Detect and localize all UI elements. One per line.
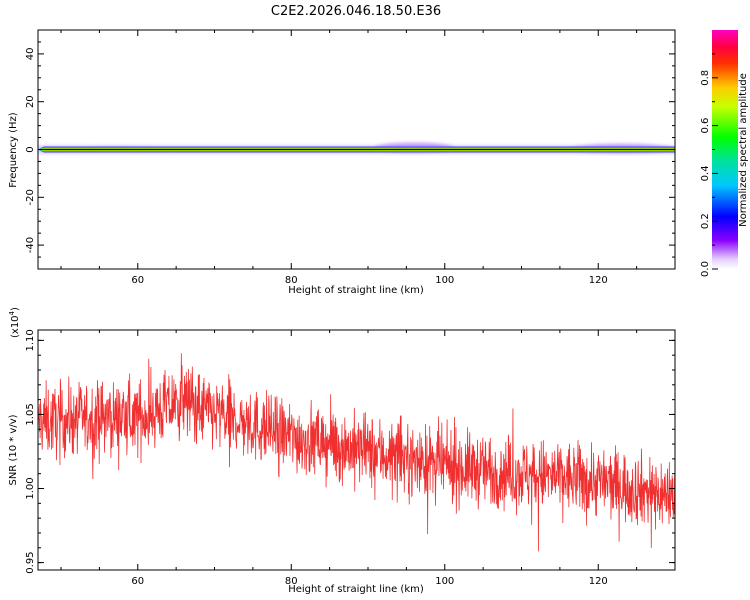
spectrogram-ytick-label: 20 xyxy=(25,95,36,108)
spectrogram-ticks: 60 80 100 120 -40 -20 0 20 40 xyxy=(25,29,676,286)
colorbar-label: Normalized spectral amplitude xyxy=(738,73,749,227)
figure-title: C2E2.2026.046.18.50.E36 xyxy=(271,4,441,19)
snr-ytick-label: 1.10 xyxy=(25,329,36,351)
snr-xtick-label: 100 xyxy=(435,576,454,587)
spectrogram-xtick-label: 100 xyxy=(435,275,454,286)
snr-series-line xyxy=(38,353,675,552)
snr-ytick-label: 0.95 xyxy=(25,551,36,573)
colorbar-tick-label: 0.0 xyxy=(700,261,711,277)
colorbar-tick-label: 0.4 xyxy=(700,165,711,181)
colorbar-tick-label: 0.8 xyxy=(700,70,711,86)
spectrogram-ytick-label: -40 xyxy=(25,237,36,253)
snr-ytick-label: 1.00 xyxy=(25,477,36,499)
snr-xtick-label: 60 xyxy=(131,576,144,587)
spectrogram-ylabel: Frequency (Hz) xyxy=(8,112,19,188)
colorbar: 0.0 0.2 0.4 0.6 0.8 Normalized spectral ampl… xyxy=(700,30,749,277)
spectrogram-ytick-label: 40 xyxy=(25,48,36,61)
snr-ytick-label: 1.05 xyxy=(25,403,36,425)
colorbar-ticks: 0.0 0.2 0.4 0.6 0.8 xyxy=(700,53,718,277)
snr-ylabel: SNR (10 * v/v) xyxy=(8,414,19,485)
snr-xlabel: Height of straight line (km) xyxy=(288,584,424,595)
snr-xtick-label: 120 xyxy=(589,576,608,587)
colorbar-tick-label: 0.2 xyxy=(700,213,711,229)
spectrogram-xtick-label: 60 xyxy=(131,275,144,286)
snr-ticks: 60 80 100 120 0.95 1.00 1.05 1.10 xyxy=(25,329,676,587)
spectrogram-xlabel: Height of straight line (km) xyxy=(288,285,424,296)
colorbar-gradient xyxy=(712,30,738,269)
snr-multiplier: (x104) xyxy=(8,307,21,338)
snr-xtick-label: 80 xyxy=(285,576,298,587)
spectrogram-xtick-label: 80 xyxy=(285,275,298,286)
spectrogram-ytick-label: 0 xyxy=(25,146,36,152)
snr-panel: 60 80 100 120 0.95 1.00 1.05 1.10 Height of str… xyxy=(8,307,676,595)
spectral-band xyxy=(38,142,675,154)
snr-frame xyxy=(37,329,676,571)
spectrogram-panel: 60 80 100 120 -40 -20 0 20 40 Height of straight… xyxy=(8,29,676,296)
spectrogram-xtick-label: 120 xyxy=(589,275,608,286)
spectrogram-ytick-label: -20 xyxy=(25,189,36,205)
colorbar-tick-label: 0.6 xyxy=(700,118,711,134)
